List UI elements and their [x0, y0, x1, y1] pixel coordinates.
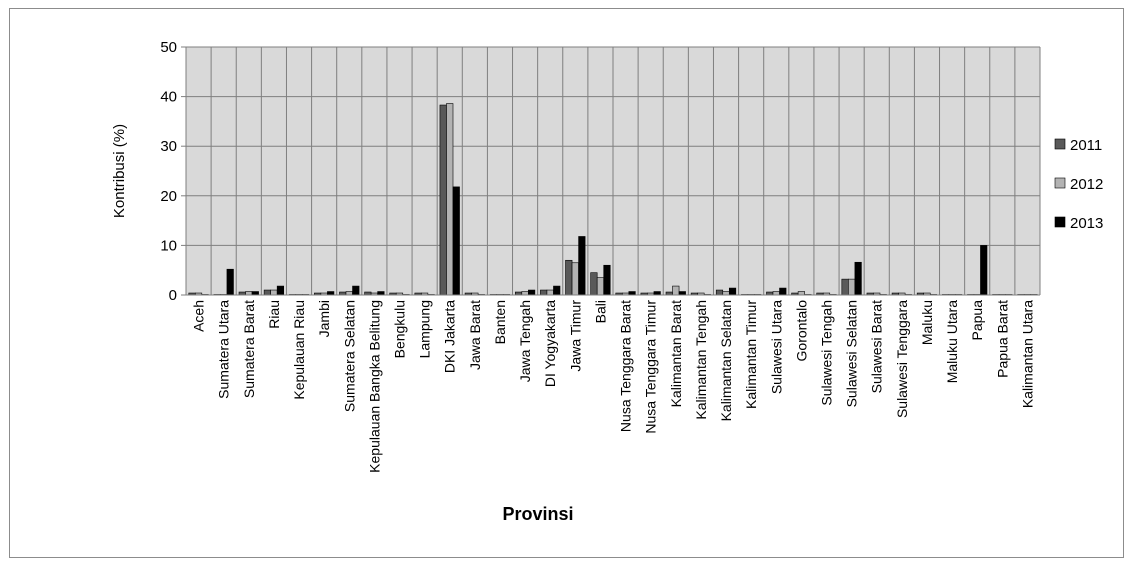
bar-2012-26 [848, 278, 856, 296]
x-tick-label: Bali [592, 300, 608, 323]
x-tick-label: Lampung [417, 300, 433, 358]
bar-2011-3 [263, 289, 271, 296]
bar-2013-5 [327, 291, 335, 296]
bar-2013-3 [276, 285, 285, 296]
bar-2013-16 [603, 264, 611, 296]
bar-2012-2 [245, 291, 253, 296]
bar-2012-16 [596, 277, 605, 296]
x-tick-label: Papua Barat [994, 300, 1010, 378]
bar-2011-21 [715, 289, 724, 296]
grid-lines [186, 46, 1041, 295]
bar-2013-10 [452, 186, 460, 296]
legend-label-2012: 2012 [1070, 176, 1103, 193]
x-tick-label: Kalimantan Barat [668, 300, 684, 408]
bar-2013-15 [578, 236, 586, 296]
bar-2011-15 [565, 259, 573, 296]
x-tick-label: Sulawesi Tenggara [894, 300, 910, 418]
x-tick-label: Nusa Tenggara Barat [618, 300, 634, 432]
x-tick-label: Kalimantan Selatan [718, 300, 734, 421]
chart-frame: 0 10 20 30 40 50 Aceh Sumatera Utara Sumatera B… [9, 8, 1124, 558]
x-tick-label: Sumatera Selatan [341, 300, 357, 412]
bar-2012-19 [672, 285, 680, 296]
x-tick-label: Kalimantan Tengah [693, 300, 709, 420]
x-tick-labels: Aceh Sumatera Utara Sumatera Barat Riau Kepu… [191, 300, 1036, 473]
y-tick-label: 40 [160, 89, 177, 106]
bar-2013-17 [628, 291, 636, 296]
bar-2011-10 [439, 104, 447, 296]
bar-2012-14 [546, 289, 554, 296]
bar-2013-19 [678, 291, 686, 296]
bar-2013-31 [980, 245, 988, 296]
legend-swatch-2013 [1054, 216, 1066, 228]
bar-2013-2 [251, 291, 259, 296]
x-tick-label: Kepulauan Riau [291, 300, 307, 400]
x-tick-label: Gorontalo [793, 300, 809, 362]
bar-2012-3 [270, 289, 278, 296]
legend-swatch-2011 [1054, 138, 1066, 150]
bar-2011-14 [540, 289, 548, 296]
bar-2012-6 [345, 291, 353, 296]
bar-2013-7 [377, 291, 385, 296]
x-tick-label: Sulawesi Utara [768, 300, 784, 394]
y-tick-label: 30 [160, 138, 177, 155]
bar-2013-23 [779, 287, 787, 296]
x-tick-label: Jawa Timur [567, 300, 583, 372]
bar-2011-16 [590, 272, 598, 296]
bar-2012-23 [772, 291, 780, 296]
bar-2013-18 [653, 291, 661, 296]
x-tick-label: Jawa Barat [467, 300, 483, 370]
x-tick-label: Kepulauan Bangka Belitung [366, 300, 382, 473]
x-tick-label: Banten [492, 300, 508, 344]
x-tick-label: Nusa Tenggara Timur [643, 300, 659, 434]
x-tick-label: Kalimantan Timur [743, 300, 759, 409]
bar-2013-1 [226, 268, 234, 296]
x-tick-label: Riau [266, 300, 282, 329]
x-tick-label: Kalimantan Utara [1019, 300, 1035, 408]
bar-2012-15 [571, 262, 579, 296]
legend: 2011 2012 2013 [1054, 137, 1103, 232]
bar-2013-21 [728, 287, 737, 296]
x-tick-label: DKI Jakarta [442, 300, 458, 373]
x-tick-label: Bengkulu [392, 300, 408, 358]
bar-2013-14 [553, 285, 561, 296]
y-tick-label: 50 [160, 39, 177, 56]
x-tick-label: Maluku [919, 300, 935, 345]
x-tick-label: Sumatera Utara [216, 300, 232, 399]
bar-2011-26 [841, 278, 849, 296]
bar-2012-24 [797, 291, 805, 296]
legend-swatch-2012 [1054, 177, 1066, 189]
bar-2013-26 [854, 261, 862, 296]
bar-2013-6 [352, 285, 360, 296]
y-tick-label: 20 [160, 188, 177, 205]
bar-2012-21 [722, 291, 730, 296]
y-tick-label: 10 [160, 237, 177, 254]
x-tick-label: Maluku Utara [944, 300, 960, 383]
y-axis-title: Kontribusi (%) [111, 124, 128, 218]
x-tick-label: Sumatera Barat [241, 300, 257, 398]
legend-label-2011: 2011 [1070, 137, 1102, 154]
bar-2013-13 [528, 289, 536, 296]
bar-2012-13 [521, 291, 529, 296]
x-tick-label: Sulawesi Tengah [819, 300, 835, 406]
x-axis-title: Provinsi [502, 504, 573, 524]
x-tick-label: Jambi [316, 300, 332, 337]
x-tick-label: Sulawesi Barat [869, 300, 885, 393]
y-tick-labels: 0 10 20 30 40 50 [160, 39, 186, 304]
x-tick-label: Papua [969, 300, 985, 341]
bar-2012-10 [446, 103, 454, 296]
y-tick-label: 0 [169, 287, 177, 304]
x-tick-label: Aceh [191, 300, 207, 332]
x-tick-label: Sulawesi Selatan [844, 300, 860, 407]
bar-chart: 0 10 20 30 40 50 Aceh Sumatera Utara Sumatera B… [111, 39, 1103, 524]
x-tick-label: DI Yogyakarta [542, 300, 558, 387]
legend-label-2013: 2013 [1070, 215, 1103, 232]
x-tick-label: Jawa Tengah [517, 300, 533, 382]
